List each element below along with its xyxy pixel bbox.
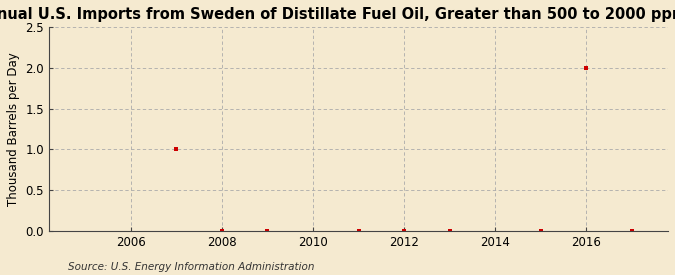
Title: Annual U.S. Imports from Sweden of Distillate Fuel Oil, Greater than 500 to 2000: Annual U.S. Imports from Sweden of Disti… <box>0 7 675 22</box>
Text: Source: U.S. Energy Information Administration: Source: U.S. Energy Information Administ… <box>68 262 314 272</box>
Y-axis label: Thousand Barrels per Day: Thousand Barrels per Day <box>7 52 20 206</box>
